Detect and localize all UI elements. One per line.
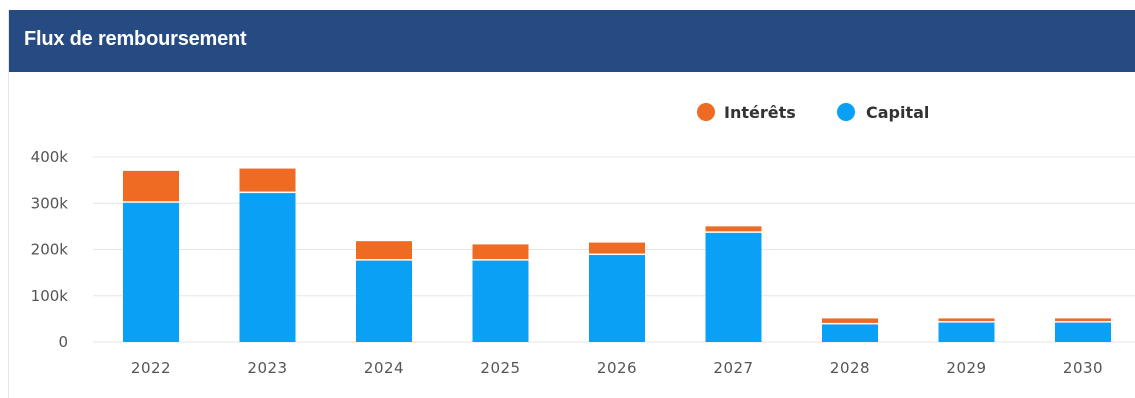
bar-capital-2022[interactable] bbox=[123, 202, 179, 342]
chart-panel: Flux de remboursement bbox=[8, 10, 1135, 398]
panel-title: Flux de remboursement bbox=[24, 28, 247, 50]
y-tick-label: 200k bbox=[31, 241, 69, 259]
bar-capital-2026[interactable] bbox=[589, 255, 645, 342]
bar-interets-2027[interactable] bbox=[705, 226, 762, 232]
bar-interets-2022[interactable] bbox=[123, 170, 179, 202]
x-tick-label-2023: 2023 bbox=[247, 359, 287, 377]
legend-swatch-interets bbox=[697, 103, 715, 121]
bars bbox=[123, 168, 1111, 342]
y-tick-label: 300k bbox=[31, 194, 69, 212]
bar-capital-2028[interactable] bbox=[822, 324, 878, 342]
y-axis-labels: 0 100k 200k 300k 400k bbox=[31, 148, 69, 351]
bar-capital-2025[interactable] bbox=[472, 260, 529, 342]
legend: Intérêts Capital bbox=[697, 103, 929, 122]
x-tick-label-2030: 2030 bbox=[1063, 359, 1103, 377]
bar-capital-2029[interactable] bbox=[938, 322, 995, 342]
bar-interets-2025[interactable] bbox=[472, 244, 529, 260]
bar-capital-2024[interactable] bbox=[356, 260, 412, 342]
x-tick-label-2027: 2027 bbox=[713, 359, 753, 377]
bar-interets-2024[interactable] bbox=[356, 241, 412, 260]
legend-label-capital: Capital bbox=[866, 103, 929, 122]
legend-swatch-capital bbox=[837, 103, 855, 121]
bar-interets-2026[interactable] bbox=[589, 242, 645, 254]
bar-interets-2023[interactable] bbox=[239, 168, 296, 192]
bar-interets-2028[interactable] bbox=[822, 318, 878, 323]
legend-label-interets: Intérêts bbox=[724, 103, 796, 122]
bar-interets-2030[interactable] bbox=[1055, 318, 1111, 322]
x-tick-label-2024: 2024 bbox=[364, 359, 404, 377]
x-tick-label-2029: 2029 bbox=[946, 359, 986, 377]
bar-interets-2029[interactable] bbox=[938, 318, 995, 322]
bar-capital-2030[interactable] bbox=[1055, 322, 1111, 342]
x-tick-label-2026: 2026 bbox=[597, 359, 637, 377]
x-tick-label-2028: 2028 bbox=[830, 359, 870, 377]
bar-capital-2027[interactable] bbox=[705, 232, 762, 342]
y-tick-label: 100k bbox=[31, 287, 69, 305]
x-tick-label-2022: 2022 bbox=[131, 359, 171, 377]
y-tick-label: 0 bbox=[58, 333, 68, 351]
panel-header: Flux de remboursement bbox=[9, 10, 1135, 72]
bar-capital-2023[interactable] bbox=[239, 193, 296, 342]
x-axis-labels: 2022 2023 2024 2025 2026 2027 2028 2029 2030 bbox=[131, 359, 1103, 377]
legend-item-capital[interactable]: Capital bbox=[837, 103, 929, 122]
y-tick-label: 400k bbox=[31, 148, 69, 166]
x-tick-label-2025: 2025 bbox=[480, 359, 520, 377]
legend-item-interets[interactable]: Intérêts bbox=[697, 103, 796, 122]
